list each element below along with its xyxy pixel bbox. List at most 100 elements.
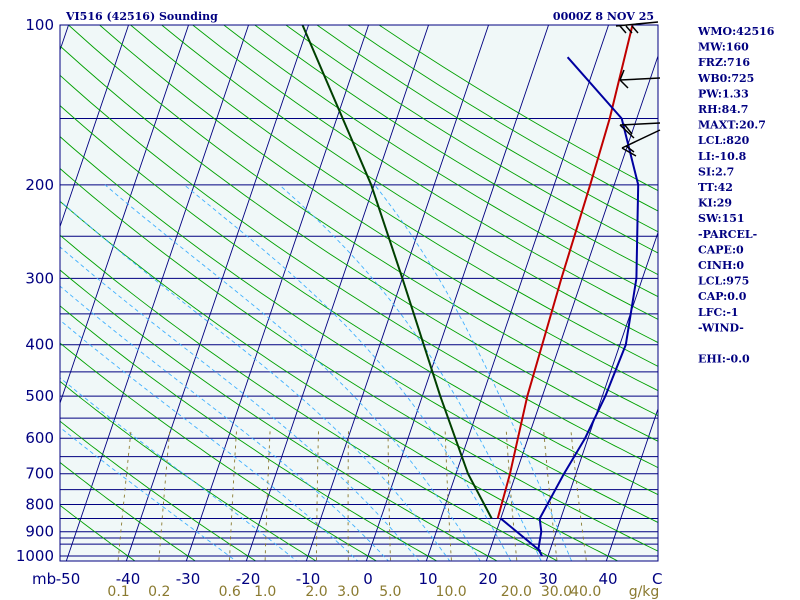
stability-index-line: CAP:0.0 xyxy=(698,290,747,303)
stability-index-line: -PARCEL- xyxy=(698,228,757,241)
temperature-tick-label: -40 xyxy=(116,570,141,588)
stability-indices-panel: WMO:42516 MW:160 FRZ:716 WB0:725 PW:1.33 RH:8… xyxy=(697,25,775,366)
stability-index-line: TT:42 xyxy=(698,181,733,194)
pressure-unit-label: mb xyxy=(32,570,56,588)
mixing-ratio-label: 20.0 xyxy=(501,584,532,600)
dry-adiabat-line xyxy=(60,167,658,552)
temperature-tick-label: 10 xyxy=(418,570,437,588)
dry-adiabat-line xyxy=(60,105,658,496)
mixing-ratio-line xyxy=(387,430,391,561)
dry-adiabat-line xyxy=(192,25,658,320)
moist-adiabat-line xyxy=(60,426,237,561)
isotherm-line xyxy=(245,25,430,561)
mixing-ratio-label: 0.2 xyxy=(148,584,170,600)
mixing-ratio-label: 40.0 xyxy=(570,584,601,600)
stability-index-line: LCL:975 xyxy=(698,275,749,288)
pressure-tick-label: 600 xyxy=(25,429,54,447)
mixing-ratio-line xyxy=(117,430,132,561)
pressure-tick-label: 200 xyxy=(25,176,54,194)
moist-adiabat-line xyxy=(60,319,359,561)
moist-adiabat-line xyxy=(60,246,420,561)
dry-adiabat-line xyxy=(60,461,197,561)
isotherm-line xyxy=(125,25,310,561)
pressure-tick-label: 1000 xyxy=(16,547,54,565)
moist-adiabat-line xyxy=(60,285,389,561)
moist-adiabat-line xyxy=(183,184,512,561)
wind-barb xyxy=(619,69,661,89)
isotherm-line xyxy=(60,25,190,405)
stability-index-line: LI:-10.8 xyxy=(698,150,747,163)
stability-index-line: -WIND- xyxy=(698,321,744,334)
moist-adiabat-line xyxy=(104,184,481,561)
dry-adiabat-line xyxy=(60,269,499,561)
stability-index-line: PW:1.33 xyxy=(698,87,749,100)
isotherm-line xyxy=(65,25,250,561)
temperature-unit-label: C xyxy=(652,570,662,588)
dry-adiabat-line xyxy=(60,136,658,523)
stability-index-line: EHI:-0.0 xyxy=(698,353,750,366)
surface-segment-line xyxy=(500,517,542,553)
dry-adiabat-line xyxy=(60,504,136,561)
pressure-tick-label: 100 xyxy=(25,16,54,34)
mixing-ratio-line xyxy=(444,430,452,561)
moist-adiabat-line xyxy=(60,377,298,561)
stability-index-line: WMO:42516 xyxy=(697,25,775,38)
isotherm-line xyxy=(605,407,658,561)
temperature-tick-label: 30 xyxy=(538,570,557,588)
stability-index-line: MAXT:20.7 xyxy=(698,119,766,132)
temperature-tick-label: 0 xyxy=(363,570,373,588)
pressure-tick-label: 500 xyxy=(25,387,54,405)
stability-index-line: SW:151 xyxy=(698,212,745,225)
stability-index-line: LFC:-1 xyxy=(698,306,739,319)
stability-index-line: MW:160 xyxy=(698,41,749,54)
dry-adiabat-line xyxy=(130,25,658,367)
wind-barb xyxy=(615,21,659,34)
temperature-tick-label: 40 xyxy=(598,570,617,588)
station-title: VI516 (42516) Sounding xyxy=(65,10,218,23)
dry-adiabat-line xyxy=(161,25,658,344)
parcel-path-line xyxy=(301,25,493,519)
mixing-ratio-label: 1.0 xyxy=(254,584,276,600)
pressure-tick-label: 700 xyxy=(25,465,54,483)
mixing-ratio-label: 10.0 xyxy=(436,584,467,600)
sounding-datetime: 0000Z 8 NOV 25 xyxy=(553,10,654,23)
stability-index-line: SI:2.7 xyxy=(698,165,734,178)
stability-index-line: WB0:725 xyxy=(697,72,754,85)
isotherm-line xyxy=(60,25,130,228)
temperature-tick-label: 20 xyxy=(478,570,497,588)
isotherm-line xyxy=(185,25,370,561)
temperature-tick-label: -30 xyxy=(176,570,201,588)
plot-frame xyxy=(59,24,659,562)
mixing-ratio-line xyxy=(543,430,558,561)
mixing-ratio-unit-label: g/kg xyxy=(629,584,660,600)
temperature-line xyxy=(496,25,634,519)
dry-adiabat-line xyxy=(60,74,658,469)
wind-barbs xyxy=(615,21,661,157)
mixing-ratio-label: 0.6 xyxy=(219,584,241,600)
wind-barb xyxy=(619,122,661,139)
moist-adiabat-line xyxy=(60,200,451,561)
dry-adiabat-line xyxy=(99,25,658,392)
mixing-ratio-line xyxy=(316,430,319,561)
pressure-tick-label: 400 xyxy=(25,336,54,354)
dry-adiabat-line xyxy=(60,45,658,442)
dry-adiabat-line xyxy=(60,420,257,561)
grid-lines xyxy=(60,25,658,561)
dewpoint-line xyxy=(537,56,640,557)
moist-adiabat-line xyxy=(374,184,573,561)
stability-index-line: CINH:0 xyxy=(698,259,744,272)
mixing-ratio-line xyxy=(158,430,171,561)
stability-index-line: LCL:820 xyxy=(698,134,750,147)
mixing-ratio-line xyxy=(505,430,518,561)
mixing-ratio-label: 0.1 xyxy=(107,584,129,600)
dry-adiabat-line xyxy=(285,25,658,254)
wind-barb xyxy=(621,129,661,157)
mixing-ratio-label: 5.0 xyxy=(379,584,401,600)
pressure-tick-label: 800 xyxy=(25,496,54,514)
stability-index-line: KI:29 xyxy=(698,197,732,210)
mixing-ratio-label: 30.0 xyxy=(541,584,572,600)
mixing-ratio-label: 2.0 xyxy=(305,584,327,600)
mixing-ratio-line xyxy=(570,430,587,561)
